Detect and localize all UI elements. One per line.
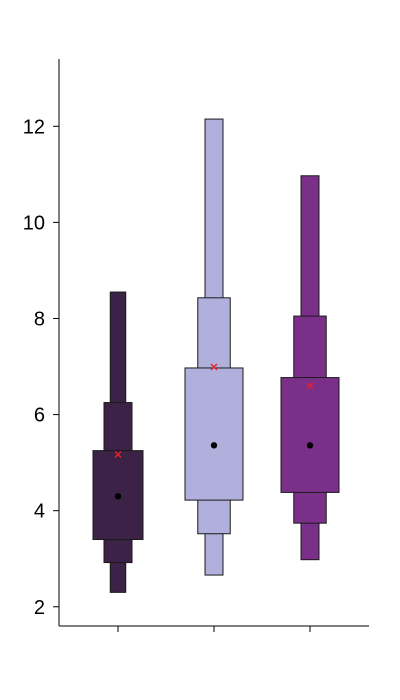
y-tick-label: 8 — [34, 308, 45, 330]
median-marker — [306, 442, 314, 449]
y-axis: 2 4 6 8 10 12 — [23, 59, 60, 626]
plot-area — [92, 118, 340, 593]
median-marker — [114, 493, 122, 500]
y-tick-label: 2 — [34, 597, 45, 619]
y-tick-label: 12 — [23, 116, 45, 138]
y-tick-label: 4 — [34, 501, 45, 523]
mean-marker-stroke — [114, 450, 122, 458]
mean-marker — [114, 450, 122, 458]
mean-marker — [306, 382, 314, 390]
boxen-box — [184, 367, 244, 501]
boxen-series — [280, 175, 340, 561]
y-tick-label: 6 — [34, 405, 45, 427]
mean-marker-stroke — [210, 363, 218, 371]
y-tick-label: 10 — [23, 212, 45, 234]
boxen-box — [280, 377, 340, 493]
mean-marker-stroke — [306, 382, 314, 390]
mean-marker — [210, 363, 218, 371]
x-axis — [59, 625, 369, 632]
boxen-series — [92, 291, 144, 593]
boxen-series — [184, 118, 244, 576]
median-marker — [210, 442, 218, 449]
